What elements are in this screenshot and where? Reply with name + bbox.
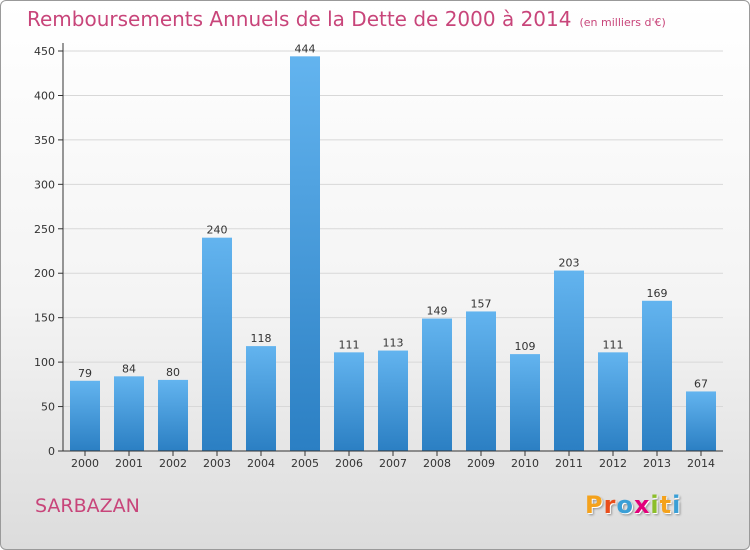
y-tick-label: 450	[34, 45, 55, 58]
data-label: 67	[694, 377, 708, 390]
bar	[422, 318, 452, 451]
chart-title: Remboursements Annuels de la Dette de 20…	[27, 7, 666, 31]
data-label: 113	[383, 337, 404, 350]
y-tick-label: 250	[34, 223, 55, 236]
logo-letter: x	[633, 491, 651, 519]
x-tick-label: 2007	[379, 457, 407, 470]
x-tick-label: 2002	[159, 457, 187, 470]
bar	[114, 376, 144, 451]
bar	[510, 354, 540, 451]
x-tick-label: 2005	[291, 457, 319, 470]
bar	[598, 352, 628, 451]
x-tick-label: 2001	[115, 457, 143, 470]
bar	[642, 300, 672, 451]
x-tick-label: 2000	[71, 457, 99, 470]
commune-name: SARBAZAN	[35, 495, 140, 517]
x-tick-label: 2006	[335, 457, 363, 470]
logo-letter: i	[650, 491, 660, 519]
unit-note: (en milliers d'€)	[579, 16, 666, 29]
bar	[290, 56, 320, 451]
bar	[686, 391, 716, 451]
chart-title-text: Remboursements Annuels de la Dette de 20…	[27, 7, 572, 31]
bar	[158, 379, 188, 451]
data-label: 149	[427, 305, 448, 318]
x-tick-label: 2013	[643, 457, 671, 470]
data-label: 80	[166, 366, 180, 379]
x-tick-label: 2003	[203, 457, 231, 470]
logo-letter: r	[603, 491, 617, 519]
bar	[202, 237, 232, 451]
data-label: 79	[78, 367, 92, 380]
y-tick-label: 0	[48, 445, 55, 458]
data-label: 157	[471, 297, 492, 310]
data-label: 118	[251, 332, 272, 345]
data-label: 84	[122, 362, 136, 375]
y-tick-label: 350	[34, 134, 55, 147]
data-label: 444	[295, 42, 316, 55]
x-tick-label: 2012	[599, 457, 627, 470]
bar	[70, 380, 100, 451]
y-tick-label: 100	[34, 356, 55, 369]
y-tick-label: 200	[34, 267, 55, 280]
data-label: 240	[207, 224, 228, 237]
bar	[554, 270, 584, 451]
proxiti-logo: Proxiti	[585, 491, 681, 519]
x-tick-label: 2014	[687, 457, 715, 470]
bar	[378, 350, 408, 451]
y-tick-label: 50	[41, 401, 55, 414]
logo-letter: P	[585, 491, 604, 519]
x-tick-label: 2009	[467, 457, 495, 470]
logo-letter: o	[616, 491, 634, 519]
data-label: 111	[603, 338, 624, 351]
logo-letter: i	[672, 491, 682, 519]
data-label: 109	[515, 340, 536, 353]
bar	[246, 346, 276, 451]
data-label: 203	[559, 257, 580, 270]
logo-letter: t	[659, 491, 673, 519]
x-tick-label: 2011	[555, 457, 583, 470]
y-tick-label: 150	[34, 312, 55, 325]
data-label: 111	[339, 338, 360, 351]
bar	[334, 352, 364, 451]
x-tick-label: 2008	[423, 457, 451, 470]
y-tick-label: 400	[34, 89, 55, 102]
x-tick-label: 2004	[247, 457, 275, 470]
y-tick-label: 300	[34, 178, 55, 191]
x-tick-label: 2010	[511, 457, 539, 470]
bar	[466, 311, 496, 451]
data-label: 169	[647, 287, 668, 300]
